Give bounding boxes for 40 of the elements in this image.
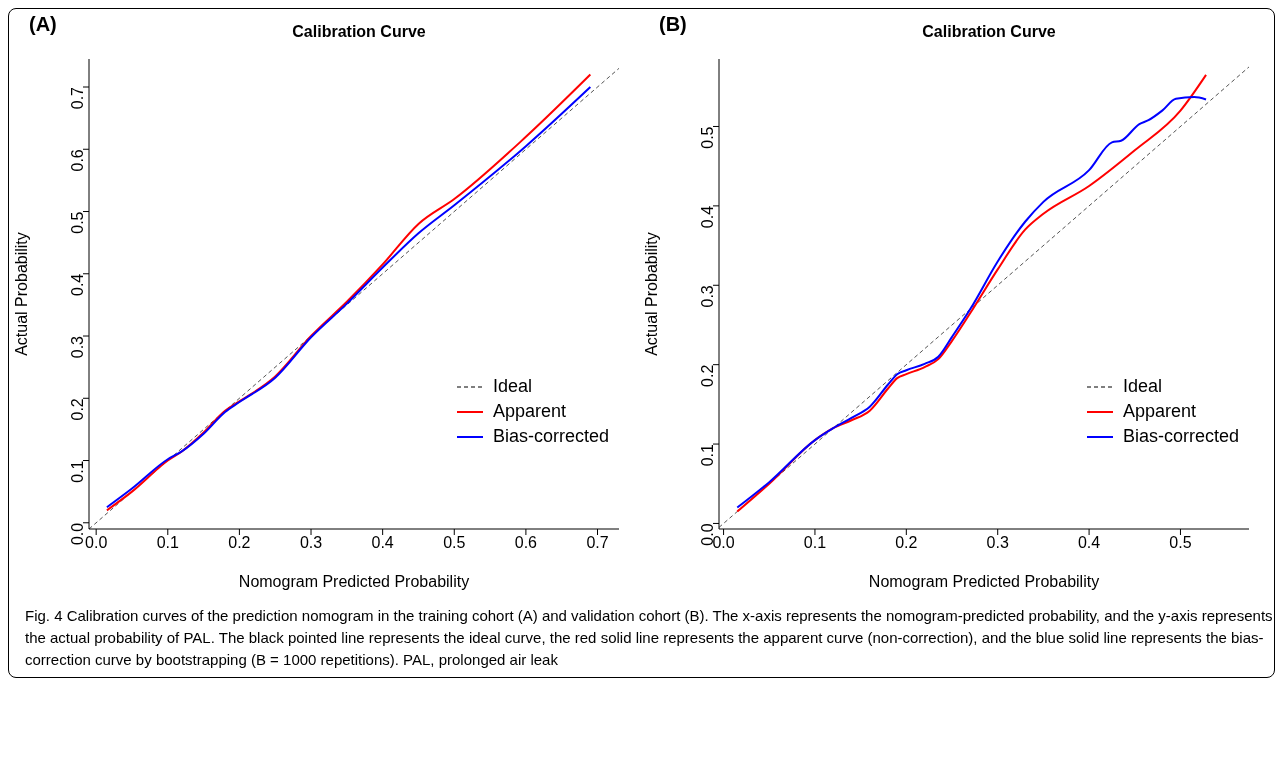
x-tick-label: 0.3 [986, 534, 1009, 552]
x-tick-label: 0.3 [299, 534, 323, 552]
x-tick-label: 0.5 [1169, 534, 1192, 552]
x-tick-label: 0.0 [85, 534, 108, 552]
x-tick-label: 0.1 [156, 534, 179, 552]
x-axis-title: Nomogram Predicted Probability [238, 573, 470, 590]
x-tick-label: 0.5 [443, 534, 466, 552]
y-tick-label: 0.4 [68, 273, 86, 297]
x-axis-title: Nomogram Predicted Probability [868, 573, 1100, 590]
y-axis-title: Actual Probability [642, 232, 660, 356]
legend-label: Bias-corrected [1122, 425, 1239, 448]
y-tick-label: 0.4 [698, 205, 716, 229]
caption: Fig. 4 Calibration curves of the prediction nomogram in the training cohort (A) and validation cohort (B). The x-axis represents the nomogram-predicted probability, and the y-axis represents the actual probability of PAL. The black pointed line represents the ideal curve, the red solid line represents the apparent curve (non-correction), and the blue solid line represents the bias-correction curve by bootstrapping (B = 1000 repetitions). PAL, prolonged air leak [25, 606, 1274, 670]
legend-label: Ideal [1122, 375, 1162, 398]
y-tick-label: 0.2 [68, 398, 86, 421]
chart-title: Calibration Curve [291, 23, 427, 41]
legend-label: Apparent [492, 400, 567, 423]
y-tick-label: 0.7 [68, 86, 86, 110]
x-tick-label: 0.2 [895, 534, 918, 552]
y-tick-label: 0.6 [68, 149, 86, 172]
text: (A) [29, 13, 57, 36]
y-tick-label: 0.5 [698, 126, 716, 149]
y-tick-label: 0.5 [68, 211, 86, 234]
y-axis-title: Actual Probability [12, 232, 30, 356]
x-tick-label: 0.1 [803, 534, 827, 552]
x-tick-label: 0.7 [586, 534, 609, 552]
chart-title: Calibration Curve [921, 23, 1057, 41]
y-tick-label: 0.3 [698, 285, 716, 308]
x-tick-label: 0.4 [371, 534, 394, 552]
y-tick-label: 0.3 [68, 335, 86, 359]
x-tick-label: 0.6 [514, 534, 538, 552]
text: (B) [659, 13, 687, 36]
y-tick-label: 0.2 [698, 364, 716, 387]
x-tick-label: 0.4 [1077, 534, 1101, 552]
legend-label: Bias-corrected [492, 425, 609, 448]
y-tick-label: 0.1 [698, 443, 716, 467]
y-tick-label: 0.1 [68, 460, 86, 483]
legend-label: Apparent [1122, 400, 1197, 423]
x-tick-label: 0.2 [228, 534, 251, 552]
legend-label: Ideal [492, 375, 532, 398]
